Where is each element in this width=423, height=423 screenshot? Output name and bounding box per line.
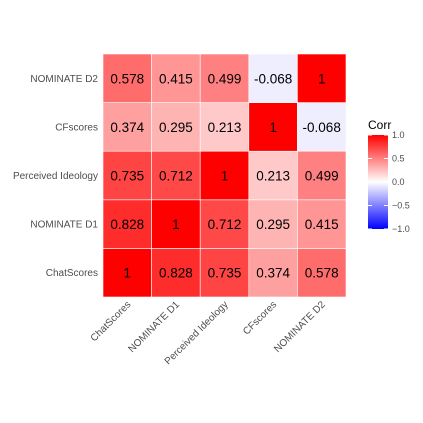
cell-value-label: 0.828 (110, 217, 144, 232)
heatmap-cell-nominate-d1-nominate-d1 (151, 199, 201, 249)
legend-ticks: 1.0 0.5 0.0 −0.5 −1.0 (368, 130, 410, 234)
cell-value-label: 0.213 (208, 120, 242, 135)
cell-value-label: 0.735 (110, 169, 144, 184)
cell-value-label: 1 (124, 266, 132, 281)
heatmap-cell-cfscores-nominate-d1 (151, 102, 201, 152)
cell-value-label: 0.374 (110, 120, 144, 135)
heatmap-cell-chatscores-nominate-d1 (151, 248, 201, 298)
cell-value-label: 0.712 (208, 217, 242, 232)
legend: Corr 1.0 0.5 0.0 −0.5 −1.0 (368, 118, 410, 234)
heatmap-cell-chatscores-nominate-d2 (297, 248, 347, 298)
cell-value-label: 0.415 (159, 71, 193, 86)
cell-value-label: 1 (221, 169, 229, 184)
heatmap-cell-nominate-d1-cfscores (248, 199, 298, 249)
heatmap-cell-cfscores-cfscores (248, 102, 298, 152)
y-tick-label-nominate-d2: NOMINATE D2 (30, 74, 98, 85)
cell-value-label: 0.828 (159, 266, 193, 281)
legend-color-bar (368, 135, 388, 229)
legend-title: Corr (368, 118, 391, 132)
heatmap-cell-cfscores-perceived-ideology (199, 102, 250, 152)
cell-value-label: 0.712 (159, 169, 193, 184)
heatmap-cell-chatscores-cfscores (248, 248, 298, 298)
x-tick-label-chatscores: ChatScores (89, 299, 134, 344)
cell-value-label: 0.735 (208, 266, 242, 281)
heatmap-cells (102, 53, 347, 298)
y-tick-label-perceived-ideology: Perceived Ideology (13, 171, 98, 182)
y-tick-label-cfscores: CFscores (55, 122, 98, 133)
heatmap-cell-nominate-d2-chatscores (102, 53, 152, 103)
cell-value-label: 0.295 (159, 120, 193, 135)
y-tick-label-chatscores: ChatScores (46, 268, 98, 279)
cell-value-label: 1 (318, 71, 326, 86)
cell-value-label: 0.578 (305, 266, 339, 281)
cell-value-label: 0.578 (110, 71, 144, 86)
heatmap-cell-nominate-d2-nominate-d1 (151, 53, 201, 103)
heatmap-cell-nominate-d2-nominate-d2 (297, 53, 347, 103)
x-tick-label-cfscores: CFscores (241, 299, 279, 337)
legend-tick-label: −1.0 (392, 224, 410, 234)
y-tick-label-nominate-d1: NOMINATE D1 (30, 220, 98, 231)
heatmap-cell-cfscores-chatscores (102, 102, 152, 152)
cell-value-label: 0.374 (256, 266, 290, 281)
heatmap-cell-nominate-d1-perceived-ideology (199, 199, 250, 249)
heatmap-cell-nominate-d1-chatscores (102, 199, 152, 249)
cell-value-label: -0.068 (254, 71, 292, 86)
cell-value-label: 1 (172, 217, 180, 232)
heatmap-cell-nominate-d2-perceived-ideology (199, 53, 250, 103)
heatmap-cell-nominate-d1-nominate-d2 (297, 199, 347, 249)
cell-value-label: 0.295 (256, 217, 290, 232)
legend-tick-label: 0.0 (392, 177, 405, 187)
legend-tick-label: 0.5 (392, 154, 405, 164)
heatmap-cell-values: 1 0.828 0.735 0.374 0.578 0.828 1 0.712 0.295 0.4… (110, 71, 340, 280)
cell-value-label: 1 (269, 120, 277, 135)
cell-value-label: 0.213 (256, 169, 290, 184)
heatmap-cell-perceived-ideology-perceived-ideology (199, 150, 250, 201)
heatmap-cell-chatscores-chatscores (102, 248, 152, 298)
legend-tick-label: −0.5 (392, 201, 410, 211)
heatmap-cell-cfscores-nominate-d2 (297, 102, 347, 152)
legend-tick-label: 1.0 (392, 130, 405, 140)
cell-value-label: 0.499 (208, 71, 242, 86)
x-tick-label-nominate-d2: NOMINATE D2 (272, 299, 328, 355)
cell-value-label: 0.415 (305, 217, 339, 232)
x-tick-label-nominate-d1: NOMINATE D1 (126, 299, 182, 355)
cell-value-label: 0.499 (305, 169, 339, 184)
cell-value-label: -0.068 (303, 120, 341, 135)
y-axis-tick-labels: ChatScores NOMINATE D1 Perceived Ideology C… (13, 74, 98, 279)
heatmap-cell-perceived-ideology-nominate-d1 (151, 150, 201, 201)
heatmap-cell-perceived-ideology-nominate-d2 (297, 150, 347, 201)
